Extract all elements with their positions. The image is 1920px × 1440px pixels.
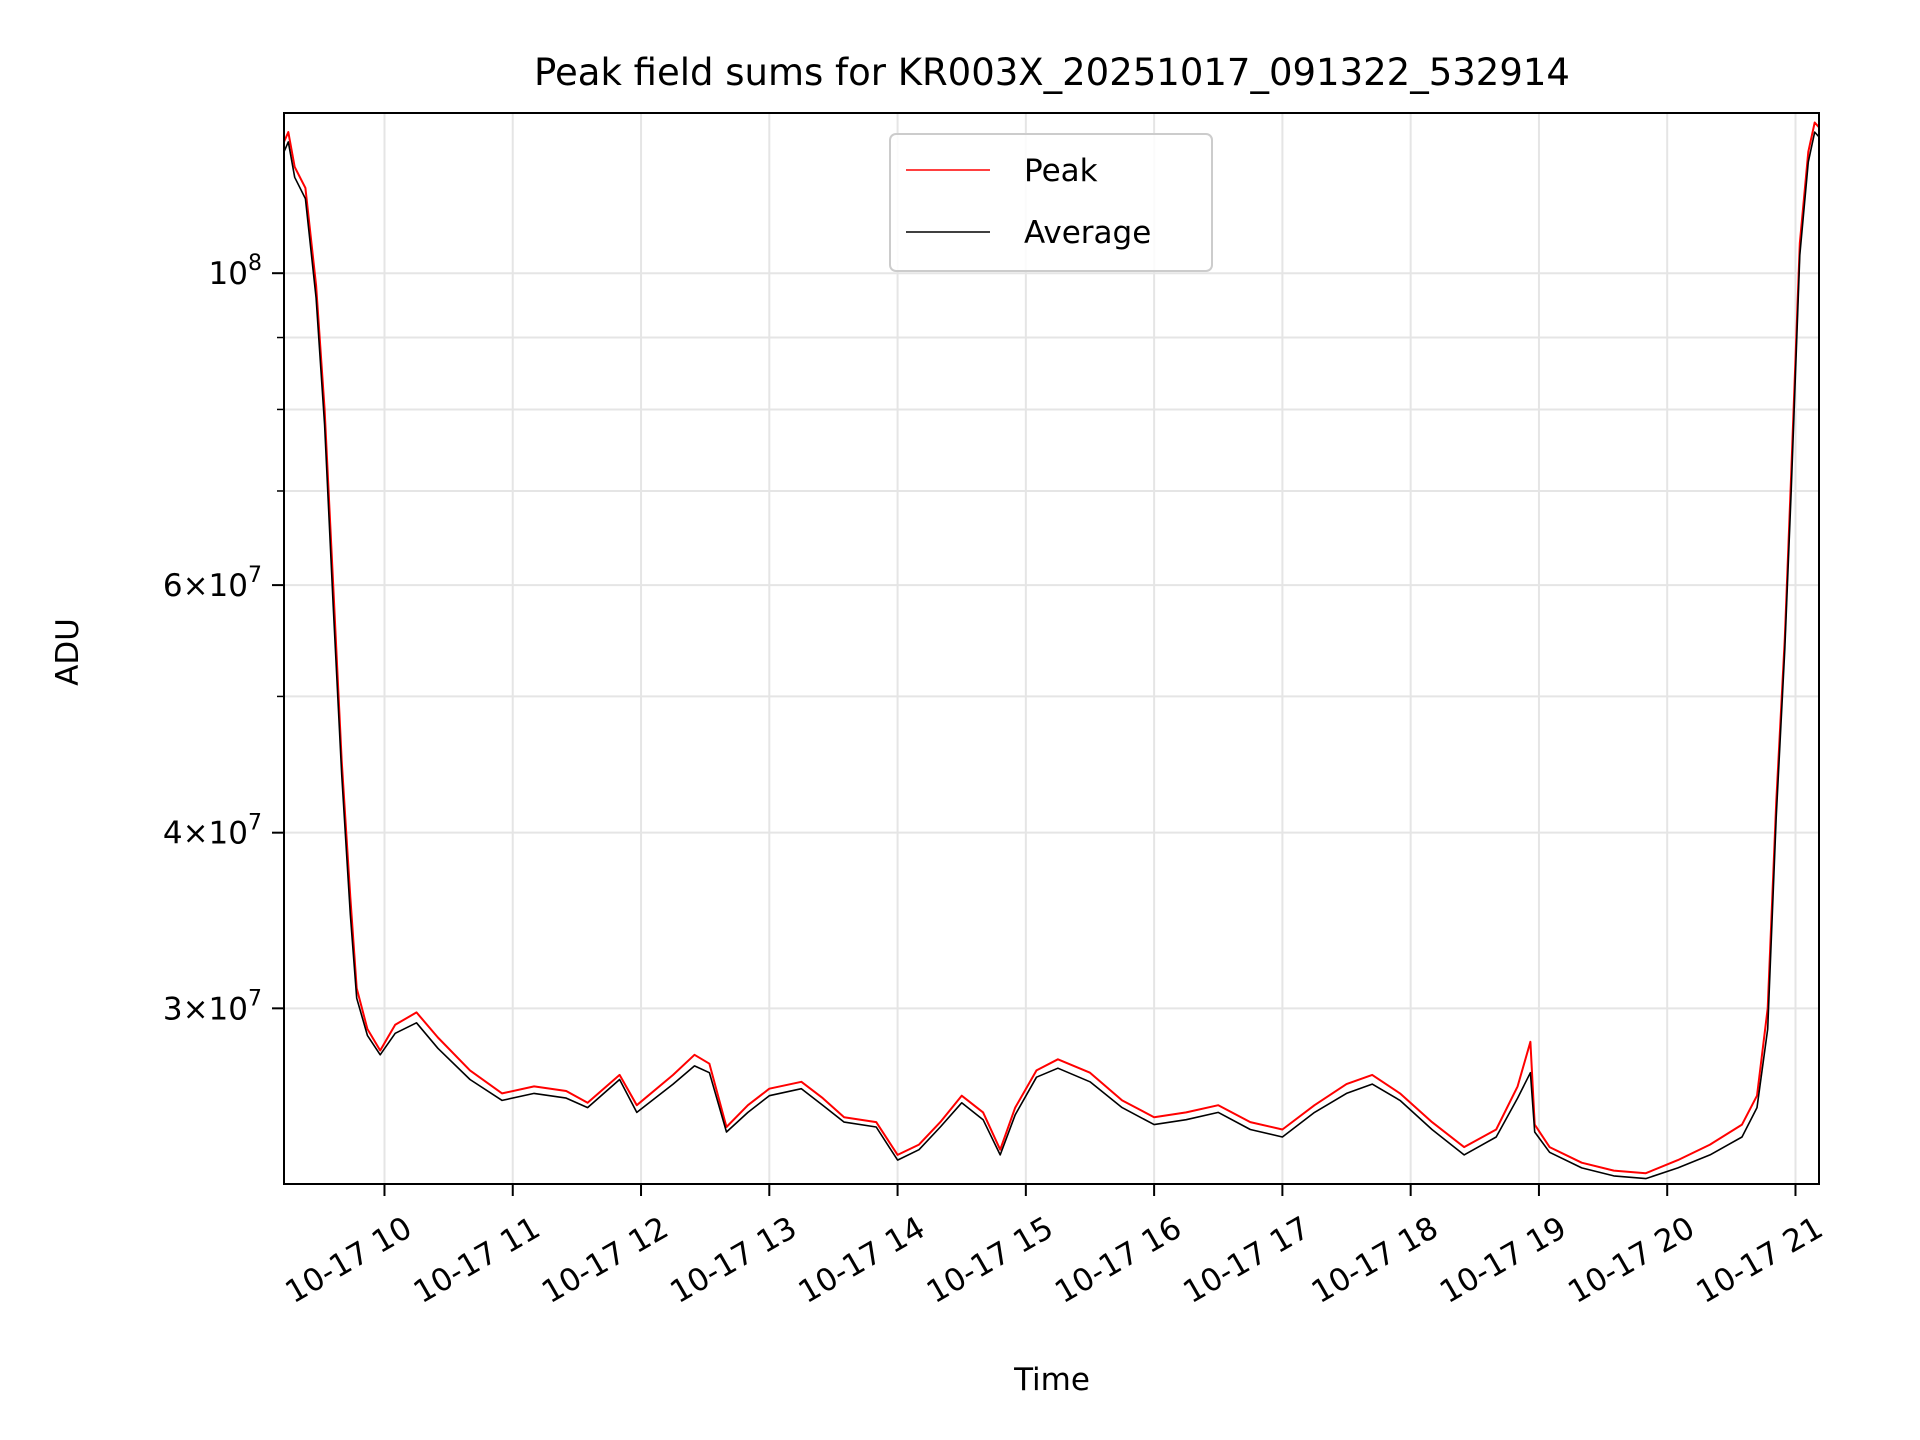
legend: Peak Average [889,133,1213,272]
y-tick-label: 4×107 [163,811,262,852]
legend-average-label: Average [1024,215,1151,251]
grid [284,113,1819,1184]
chart-title: Peak field sums for KR003X_20251017_0913… [534,51,1570,94]
legend-peak-label: Peak [1024,153,1098,189]
plot-frame [283,112,1820,1185]
series-line-peak [283,121,1820,1175]
y-tick-label: 6×107 [163,563,262,604]
series-line-average [283,131,1820,1180]
data-series [283,121,1820,1180]
legend-box [889,133,1213,272]
x-axis-label: Time [1013,1362,1090,1398]
y-tick-label: 3×107 [163,986,262,1027]
y-axis-label: ADU [50,618,86,686]
